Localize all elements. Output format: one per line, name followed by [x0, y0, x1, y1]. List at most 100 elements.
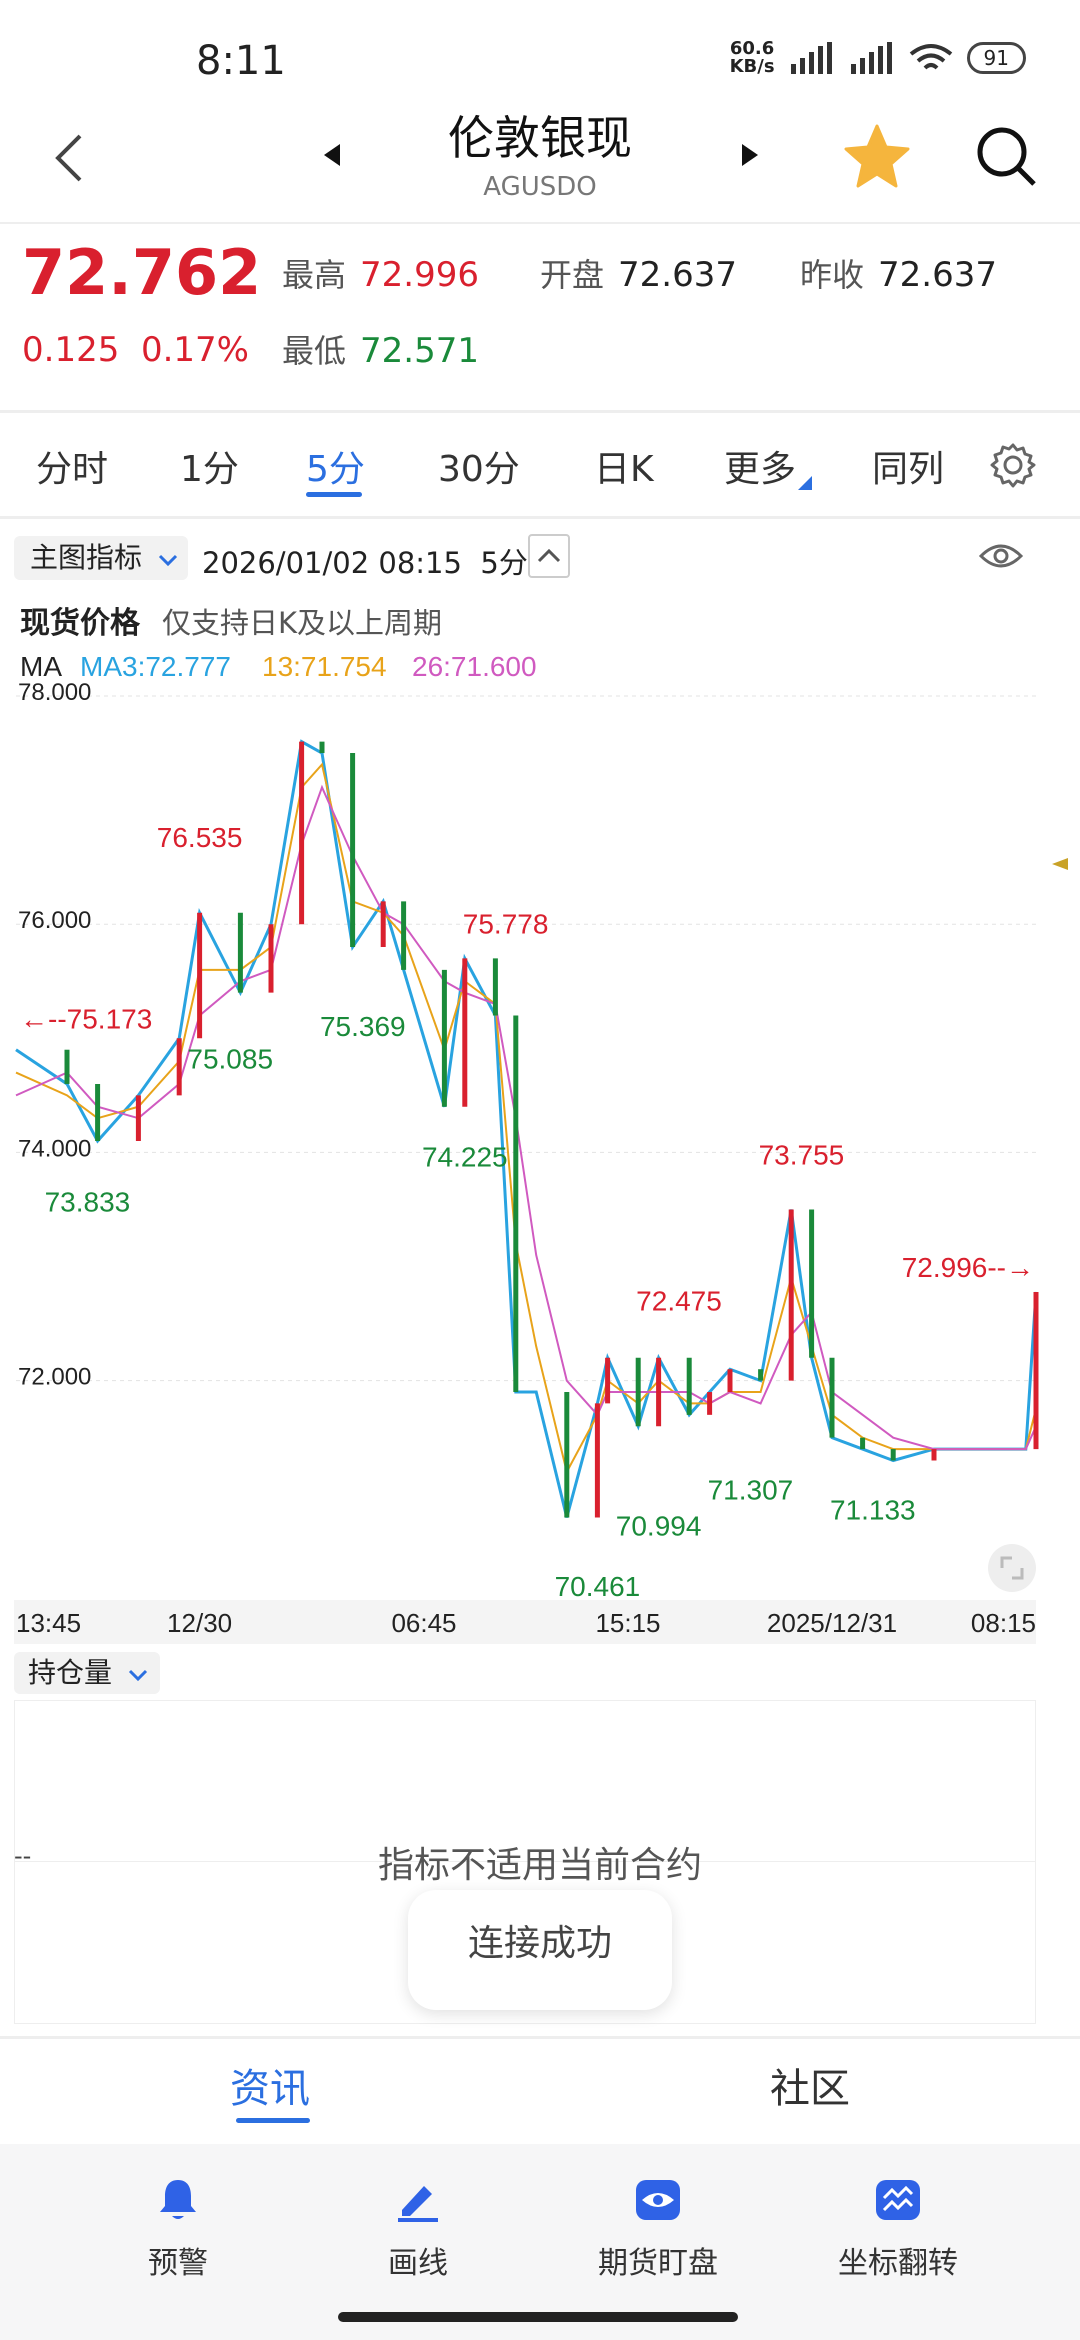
ma-line-MA3 [15, 739, 1038, 1518]
divider [0, 516, 1080, 519]
x-tick-label: 2025/12/31 [767, 1608, 897, 1638]
collapse-button[interactable] [528, 534, 570, 578]
open-interest-dropdown[interactable]: 持仓量 [14, 1652, 160, 1694]
status-icons: 60.6 KB/s 91 [730, 40, 1026, 76]
chart-area [14, 644, 1036, 1616]
current-price-marker-icon [1052, 858, 1068, 870]
price-annotation: 73.755 [759, 1139, 845, 1170]
active-tab-underline [306, 492, 362, 497]
ma-series [15, 739, 1039, 1518]
bell-icon [160, 2180, 196, 2219]
chevron-up-icon [537, 548, 561, 563]
price-annotation: 75.778 [463, 909, 549, 940]
tab-timeshare[interactable]: 分时 [36, 449, 109, 490]
price-annotation: 72.475 [636, 1285, 722, 1316]
price-annotation: 71.307 [708, 1475, 794, 1506]
ma-line-26 [15, 784, 1037, 1451]
last-price: 72.762 [22, 236, 262, 309]
divider [0, 2036, 1080, 2039]
eye-icon [636, 2180, 680, 2220]
open-interest-axis-dash: -- [14, 1842, 32, 1870]
page-title: 伦敦银现 [448, 111, 632, 165]
tab-same-list[interactable]: 同列 [872, 449, 945, 490]
tab-1min[interactable]: 1分 [180, 449, 239, 490]
home-indicator [338, 2312, 738, 2322]
y-tick-label: 76.000 [18, 907, 91, 934]
spot-price-note: 仅支持日K及以上周期 [162, 606, 443, 640]
fullscreen-icon[interactable] [988, 1544, 1036, 1592]
period-tabs: 分时 1分 5分 30分 日K 更多 同列 [0, 420, 1080, 520]
price-annotation: 70.461 [555, 1571, 641, 1602]
x-tick-label: 15:15 [595, 1608, 660, 1638]
x-tick-label: 06:45 [391, 1608, 456, 1638]
favorite-star-icon[interactable] [842, 122, 912, 192]
tab-daily-k[interactable]: 日K [594, 449, 654, 490]
price-annotation: 73.833 [45, 1186, 131, 1217]
draw-line-icon [398, 2186, 438, 2222]
spot-price-label: 现货价格 [20, 606, 140, 641]
ma-legend: MA MA3:72.777 13:71.754 26:71.600 [20, 651, 537, 682]
x-axis-band [14, 1600, 1036, 1644]
next-contract-icon[interactable] [738, 140, 762, 170]
more-triangle-icon [798, 476, 813, 490]
chevron-down-icon [158, 554, 177, 567]
y-tick-label: 72.000 [18, 1364, 91, 1391]
y-axis-ticks: 78.000 76.000 74.000 72.000 [18, 679, 91, 1391]
x-tick-label: 13:45 [16, 1608, 81, 1638]
price-annotation: 74.225 [422, 1142, 508, 1173]
alert-button[interactable]: 预警 [78, 2176, 278, 2282]
status-bar: 8:11 60.6 KB/s 91 [0, 0, 1080, 110]
tab-5min[interactable]: 5分 [306, 449, 365, 490]
candlestick-chart[interactable]: 76.535 75.085 75.369 75.778 74.225 73.833 72.4… [0, 636, 1080, 1648]
draw-line-button[interactable]: 画线 [318, 2176, 518, 2282]
indicator-not-applicable-message: 指标不适用当前合约 [377, 1845, 702, 1886]
signal-icon [790, 42, 832, 74]
prev-close-quote: 昨收 72.637 [800, 255, 997, 295]
tab-news[interactable]: 资讯 [230, 2066, 310, 2112]
news-tab-underline [236, 2118, 310, 2123]
futures-watch-button[interactable]: 期货盯盘 [558, 2176, 758, 2282]
x-tick-label: 08:15 [971, 1608, 1036, 1638]
visibility-eye-icon[interactable] [978, 536, 1024, 576]
y-tick-label: 78.000 [18, 679, 91, 706]
x-tick-label: 12/30 [167, 1608, 232, 1638]
header-divider [0, 222, 1080, 224]
contract-code: AGUSDO [483, 172, 597, 202]
tab-more[interactable]: 更多 [724, 440, 814, 492]
search-icon[interactable] [972, 122, 1042, 192]
divider [0, 410, 1080, 413]
price-annotations: 76.535 75.085 75.369 75.778 74.225 73.833 72.4… [20, 822, 1034, 1602]
open-interest-panel [14, 1700, 1036, 2024]
flip-axis-icon [876, 2180, 920, 2220]
price-annotation: 76.535 [157, 822, 243, 853]
settings-gear-icon[interactable] [990, 442, 1036, 488]
ma3-legend: MA3:72.777 [80, 651, 231, 682]
prev-contract-icon[interactable] [320, 140, 344, 170]
price-annotation: 71.133 [830, 1495, 916, 1526]
ma-line-13 [15, 762, 1037, 1475]
ma-legend-label: MA [20, 651, 62, 682]
open-quote: 开盘 72.637 [540, 255, 737, 295]
low-quote: 最低 72.571 [282, 331, 479, 371]
ma13-legend: 13:71.754 [262, 651, 387, 682]
ma26-legend: 26:71.600 [412, 651, 537, 682]
signal-hd-icon [850, 42, 892, 74]
tab-30min[interactable]: 30分 [438, 449, 520, 490]
price-change: 0.125 0.17% [22, 330, 249, 370]
chevron-down-icon [128, 1669, 147, 1682]
battery-indicator: 91 [966, 42, 1026, 74]
flip-axis-button[interactable]: 坐标翻转 [798, 2176, 998, 2282]
price-annotation: 72.996--→ [902, 1252, 1034, 1283]
net-speed: 60.6 KB/s [729, 38, 775, 77]
main-indicator-dropdown[interactable]: 主图指标 [14, 536, 188, 580]
price-annotation: ←--75.173 [20, 1004, 152, 1035]
status-time: 8:11 [196, 38, 286, 84]
price-annotation: 75.369 [320, 1011, 406, 1042]
y-tick-label: 74.000 [18, 1135, 91, 1162]
price-annotation: 70.994 [616, 1510, 702, 1541]
chart-datetime: 2026/01/02 08:15 5分 [202, 546, 528, 580]
back-arrow-icon[interactable] [44, 128, 94, 188]
tab-community[interactable]: 社区 [770, 2066, 850, 2112]
toast-message: 连接成功 [408, 1890, 672, 2010]
bottom-toolbar [0, 2144, 1080, 2340]
